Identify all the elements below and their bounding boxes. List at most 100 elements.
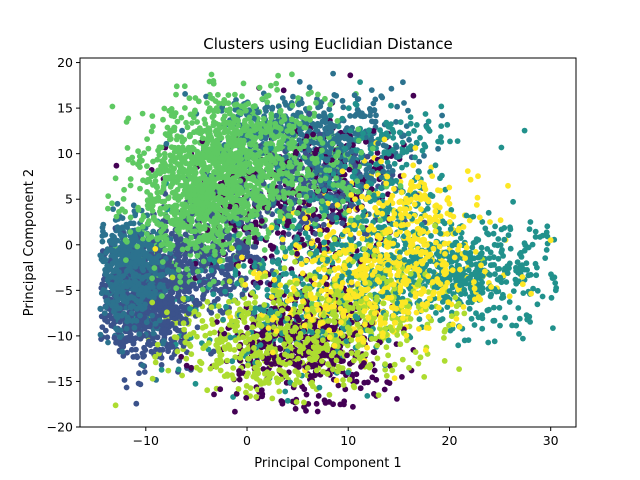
scatter-point: [167, 250, 174, 257]
scatter-point: [170, 306, 177, 312]
scatter-point: [471, 322, 478, 328]
scatter-point: [534, 287, 541, 294]
scatter-point: [381, 386, 388, 393]
scatter-point: [141, 344, 148, 351]
scatter-point: [548, 294, 555, 301]
scatter-point: [433, 310, 439, 316]
scatter-point: [407, 114, 414, 121]
scatter-point: [280, 230, 287, 236]
scatter-point: [405, 107, 411, 114]
scatter-point: [388, 85, 395, 92]
scatter-point: [129, 335, 136, 342]
scatter-point: [507, 245, 514, 252]
scatter-point: [113, 162, 120, 169]
scatter-point: [187, 343, 194, 349]
scatter-point: [167, 344, 173, 351]
scatter-point: [490, 230, 497, 237]
scatter-point: [150, 335, 156, 342]
scatter-point: [455, 342, 462, 349]
scatter-point: [466, 305, 473, 312]
scatter-point: [189, 120, 195, 126]
scatter-point: [486, 255, 493, 261]
scatter-point: [305, 91, 312, 97]
scatter-point: [490, 254, 497, 261]
scatter-point: [384, 379, 391, 385]
scatter-point: [224, 373, 231, 379]
scatter-point: [530, 285, 536, 292]
scatter-point: [499, 247, 505, 253]
scatter-point: [550, 325, 556, 331]
scatter-point: [505, 182, 511, 189]
scatter-point: [273, 80, 280, 87]
scatter-point: [299, 270, 306, 277]
scatter-point: [175, 252, 182, 259]
scatter-point: [227, 256, 234, 262]
scatter-point: [260, 115, 267, 122]
scatter-point: [260, 366, 267, 372]
scatter-point: [294, 369, 301, 376]
scatter-point: [513, 322, 520, 329]
scatter-point: [312, 361, 319, 368]
scatter-point: [277, 346, 284, 352]
scatter-point: [449, 282, 456, 289]
scatter-point: [292, 258, 298, 265]
chart-title: Clusters using Euclidian Distance: [203, 35, 452, 53]
scatter-point: [245, 310, 252, 316]
scatter-point: [485, 209, 492, 216]
scatter-point: [549, 275, 556, 281]
scatter-point: [188, 261, 195, 267]
scatter-point: [232, 268, 239, 275]
scatter-point: [110, 206, 116, 213]
scatter-point: [199, 318, 206, 324]
scatter-point: [144, 163, 150, 170]
scatter-point: [277, 324, 284, 331]
scatter-point: [228, 265, 234, 272]
scatter-point: [479, 219, 486, 225]
scatter-point: [109, 103, 116, 110]
scatter-point: [218, 268, 225, 275]
scatter-point: [285, 231, 292, 238]
scatter-point: [321, 266, 328, 273]
scatter-point: [194, 333, 200, 340]
scatter-point: [344, 352, 350, 359]
scatter-point: [217, 258, 223, 264]
scatter-point: [274, 230, 281, 236]
scatter-point: [371, 367, 378, 374]
scatter-point: [168, 144, 175, 151]
scatter-point: [137, 185, 143, 192]
scatter-point: [263, 377, 270, 383]
scatter-point: [245, 175, 252, 182]
scatter-point: [261, 247, 268, 253]
scatter-point: [534, 301, 541, 308]
scatter-point: [169, 311, 176, 317]
scatter-point: [148, 348, 155, 355]
scatter-point: [394, 396, 400, 402]
scatter-point: [399, 374, 405, 380]
scatter-point: [495, 236, 502, 242]
scatter-point: [269, 395, 276, 402]
scatter-point: [526, 226, 533, 233]
scatter-point: [169, 295, 176, 302]
scatter-point: [195, 311, 202, 318]
scatter-point: [289, 71, 295, 78]
scatter-point: [136, 153, 143, 160]
scatter-point: [391, 361, 398, 368]
scatter-point: [348, 238, 355, 245]
scatter-point: [491, 304, 497, 311]
scatter-point: [373, 376, 380, 383]
scatter-point: [253, 394, 260, 400]
scatter-point: [222, 283, 229, 290]
scatter-point: [149, 113, 156, 119]
scatter-point: [525, 272, 532, 279]
scatter-point: [401, 100, 407, 106]
scatter-point: [341, 398, 348, 405]
scatter-point: [144, 220, 151, 227]
scatter-point: [389, 367, 396, 374]
scatter-point: [122, 208, 128, 215]
scatter-point: [313, 146, 320, 153]
scatter-point: [97, 305, 104, 312]
scatter-point: [236, 376, 243, 383]
scatter-point: [447, 138, 453, 145]
scatter-point: [234, 322, 241, 329]
scatter-point: [177, 313, 183, 320]
